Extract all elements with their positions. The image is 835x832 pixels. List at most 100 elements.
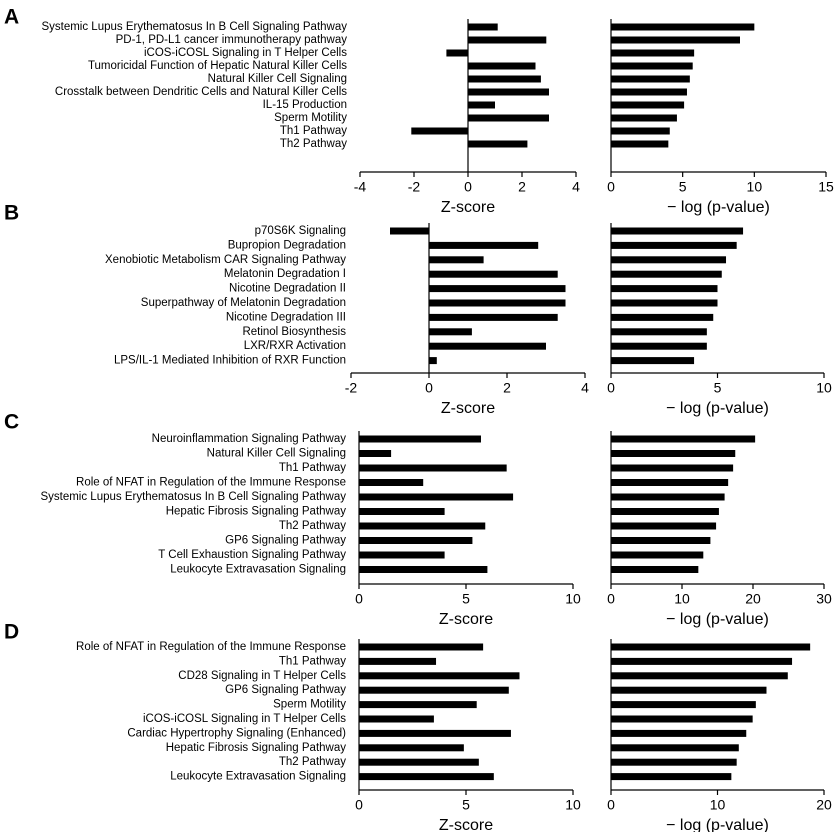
x-tick-label: 20 xyxy=(745,591,761,607)
bar xyxy=(611,241,737,249)
category-label: Natural Killer Cell Signaling xyxy=(207,448,346,460)
category-label: Melatonin Degradation I xyxy=(224,268,346,280)
bar xyxy=(468,140,528,148)
bar xyxy=(359,672,520,680)
bar xyxy=(429,270,558,278)
bar xyxy=(611,299,718,307)
bar xyxy=(611,62,693,70)
category-label: PD-1, PD-L1 cancer immunotherapy pathway xyxy=(116,34,348,46)
bar xyxy=(611,701,756,709)
category-label: Systemic Lupus Erythematosus In B Cell S… xyxy=(41,21,347,33)
category-label: Nicotine Degradation II xyxy=(229,283,346,295)
x-axis-label: − log (p-value) xyxy=(666,817,769,832)
panel-letter: A xyxy=(4,6,19,29)
bar xyxy=(611,270,722,278)
bar xyxy=(611,479,729,486)
category-label: GP6 Signaling Pathway xyxy=(225,535,346,547)
bar xyxy=(611,566,699,573)
x-tick-label: 10 xyxy=(710,797,726,813)
x-tick-label: 10 xyxy=(747,179,763,195)
category-label: Nicotine Degradation III xyxy=(226,311,346,323)
bar xyxy=(611,493,725,501)
bar xyxy=(359,657,437,665)
category-label: Neuroinflammation Signaling Pathway xyxy=(152,433,347,445)
category-label: p70S6K Signaling xyxy=(255,225,346,237)
x-tick-label: 10 xyxy=(816,380,832,396)
bar xyxy=(611,328,707,336)
x-tick-label: 10 xyxy=(674,591,690,607)
bar xyxy=(359,744,464,752)
bar xyxy=(611,435,756,443)
x-tick-label: 2 xyxy=(503,380,511,396)
bar xyxy=(468,36,547,44)
bar xyxy=(611,88,687,96)
bar xyxy=(611,464,734,472)
category-label: Sperm Motility xyxy=(274,112,347,124)
bar xyxy=(359,435,481,443)
bar xyxy=(359,773,494,781)
bar xyxy=(611,357,695,365)
x-tick-label: 0 xyxy=(607,591,615,607)
bar xyxy=(611,342,707,350)
category-label: Tumoricidal Function of Hepatic Natural … xyxy=(88,60,347,72)
x-tick-label: 0 xyxy=(607,797,615,813)
bar xyxy=(611,643,811,651)
category-label: Natural Killer Cell Signaling xyxy=(208,73,347,85)
bar xyxy=(611,657,793,665)
bar xyxy=(611,114,677,122)
x-tick-label: -2 xyxy=(345,380,358,396)
x-axis-label: Z-score xyxy=(441,400,495,417)
x-tick-label: 0 xyxy=(355,591,363,607)
bar xyxy=(359,551,445,559)
bar xyxy=(359,643,484,651)
x-tick-label: 15 xyxy=(818,179,834,195)
category-label: Role of NFAT in Regulation of the Immune… xyxy=(76,477,346,489)
x-axis-label: − log (p-value) xyxy=(666,611,769,628)
bar xyxy=(429,357,437,365)
category-label: Crosstalk between Dendritic Cells and Na… xyxy=(55,86,347,98)
bar xyxy=(611,450,736,457)
category-label: Th2 Pathway xyxy=(279,756,346,768)
x-tick-label: -2 xyxy=(408,179,421,195)
category-label: Hepatic Fibrosis Signaling Pathway xyxy=(166,506,347,518)
x-axis-label: Z-score xyxy=(441,199,495,216)
category-label: Bupropion Degradation xyxy=(228,239,346,251)
bar xyxy=(611,551,704,559)
bar xyxy=(611,773,732,781)
x-tick-label: 0 xyxy=(425,380,433,396)
bar xyxy=(359,729,511,737)
bar xyxy=(429,328,472,336)
category-label: T Cell Exhaustion Signaling Pathway xyxy=(158,549,346,561)
bar xyxy=(429,256,484,264)
x-axis-label: − log (p-value) xyxy=(666,400,769,417)
panel-letter: B xyxy=(4,202,19,225)
x-tick-label: 5 xyxy=(714,380,722,396)
category-label: LPS/IL-1 Mediated Inhibition of RXR Func… xyxy=(114,355,346,367)
bar xyxy=(429,342,546,350)
panel-letter: D xyxy=(4,621,19,644)
x-tick-label: -4 xyxy=(354,179,367,195)
x-tick-label: 10 xyxy=(565,591,581,607)
bar xyxy=(359,566,488,573)
x-tick-label: 0 xyxy=(355,797,363,813)
bar xyxy=(611,522,717,530)
category-label: Hepatic Fibrosis Signaling Pathway xyxy=(166,742,347,754)
x-axis-label: − log (p-value) xyxy=(667,199,770,216)
category-label: Th1 Pathway xyxy=(279,462,346,474)
x-tick-label: 5 xyxy=(462,797,470,813)
bar xyxy=(468,75,541,83)
category-label: Role of NFAT in Regulation of the Immune… xyxy=(76,641,346,653)
category-label: Th2 Pathway xyxy=(280,138,347,150)
bar xyxy=(611,672,788,680)
category-label: Th1 Pathway xyxy=(279,655,346,667)
bar xyxy=(611,23,755,31)
bar xyxy=(611,508,719,515)
bar xyxy=(359,522,486,530)
category-label: iCOS-iCOSL Signaling in T Helper Cells xyxy=(144,47,347,59)
bar xyxy=(359,464,507,472)
bar xyxy=(359,493,514,501)
bar xyxy=(359,758,479,766)
bar xyxy=(611,36,740,44)
bar xyxy=(468,62,536,70)
